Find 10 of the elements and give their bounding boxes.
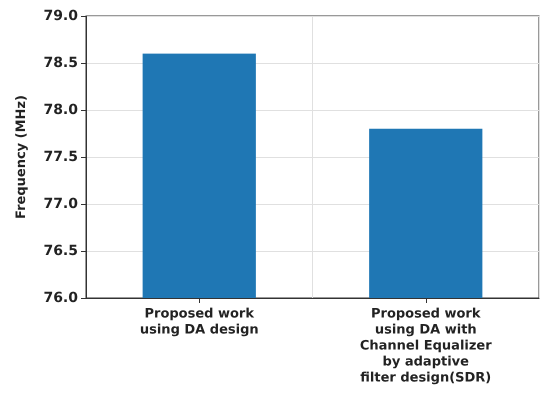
y-tick-label: 76.0 [43,290,78,306]
y-tick-label: 78.5 [43,55,78,71]
x-tick-label: Proposed work using DA with Channel Equalizer by adaptive filter design(SDR) [360,306,492,386]
y-tick-label: 76.5 [43,243,78,259]
y-tick-label: 79.0 [43,8,78,24]
y-tick-label: 78.0 [43,102,78,118]
y-tick-label: 77.0 [43,196,78,212]
y-axis-title: Frequency (MHz) [14,95,29,219]
x-tick-label: Proposed work using DA design [140,306,259,338]
y-tick-label: 77.5 [43,149,78,165]
